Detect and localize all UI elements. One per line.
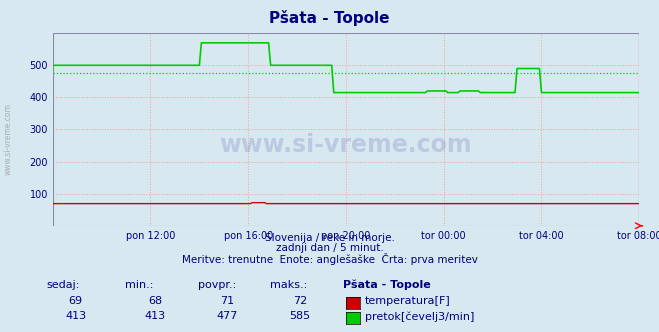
- Text: 68: 68: [148, 296, 162, 306]
- Text: povpr.:: povpr.:: [198, 280, 236, 290]
- Text: zadnji dan / 5 minut.: zadnji dan / 5 minut.: [275, 243, 384, 253]
- Text: 69: 69: [69, 296, 83, 306]
- Text: 477: 477: [217, 311, 238, 321]
- Text: 71: 71: [220, 296, 235, 306]
- Text: www.si-vreme.com: www.si-vreme.com: [219, 133, 473, 157]
- Text: Slovenija / reke in morje.: Slovenija / reke in morje.: [264, 233, 395, 243]
- Text: www.si-vreme.com: www.si-vreme.com: [3, 104, 13, 175]
- Text: Pšata - Topole: Pšata - Topole: [343, 280, 430, 290]
- Text: 413: 413: [65, 311, 86, 321]
- Text: Pšata - Topole: Pšata - Topole: [270, 10, 389, 26]
- Text: pretok[čevelj3/min]: pretok[čevelj3/min]: [365, 311, 474, 322]
- Text: maks.:: maks.:: [270, 280, 308, 290]
- Text: sedaj:: sedaj:: [46, 280, 80, 290]
- Text: Meritve: trenutne  Enote: anglešaške  Črta: prva meritev: Meritve: trenutne Enote: anglešaške Črta…: [182, 253, 477, 265]
- Text: 413: 413: [144, 311, 165, 321]
- Text: 72: 72: [293, 296, 307, 306]
- Text: min.:: min.:: [125, 280, 154, 290]
- Text: temperatura[F]: temperatura[F]: [365, 296, 451, 306]
- Text: 585: 585: [289, 311, 310, 321]
